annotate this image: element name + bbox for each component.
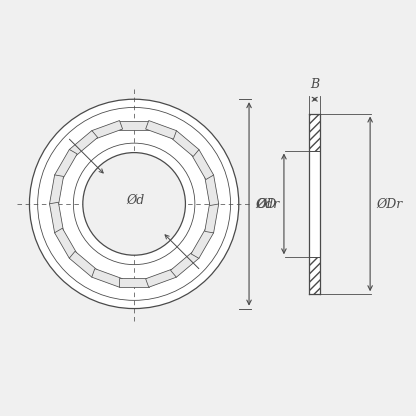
Polygon shape	[191, 228, 214, 258]
Polygon shape	[54, 149, 77, 180]
Text: ØD: ØD	[256, 198, 277, 210]
Polygon shape	[205, 202, 219, 233]
Text: Ødr: Ødr	[255, 198, 279, 210]
Polygon shape	[54, 228, 77, 258]
Polygon shape	[171, 131, 199, 156]
Polygon shape	[119, 121, 149, 130]
Polygon shape	[146, 269, 176, 287]
Polygon shape	[146, 121, 176, 139]
Polygon shape	[69, 131, 98, 156]
Bar	[310, 257, 320, 294]
Bar	[310, 114, 320, 151]
Polygon shape	[191, 149, 214, 180]
Text: Ød: Ød	[126, 194, 144, 207]
Text: B: B	[310, 78, 319, 91]
Polygon shape	[50, 175, 64, 206]
Polygon shape	[92, 269, 123, 287]
Polygon shape	[119, 278, 149, 287]
Text: ØDr: ØDr	[377, 198, 403, 210]
Circle shape	[83, 153, 186, 255]
Polygon shape	[50, 202, 64, 233]
Polygon shape	[69, 251, 98, 277]
Polygon shape	[171, 251, 199, 277]
Polygon shape	[92, 121, 123, 139]
Bar	[310, 151, 320, 257]
Polygon shape	[205, 175, 219, 206]
Circle shape	[30, 99, 239, 309]
